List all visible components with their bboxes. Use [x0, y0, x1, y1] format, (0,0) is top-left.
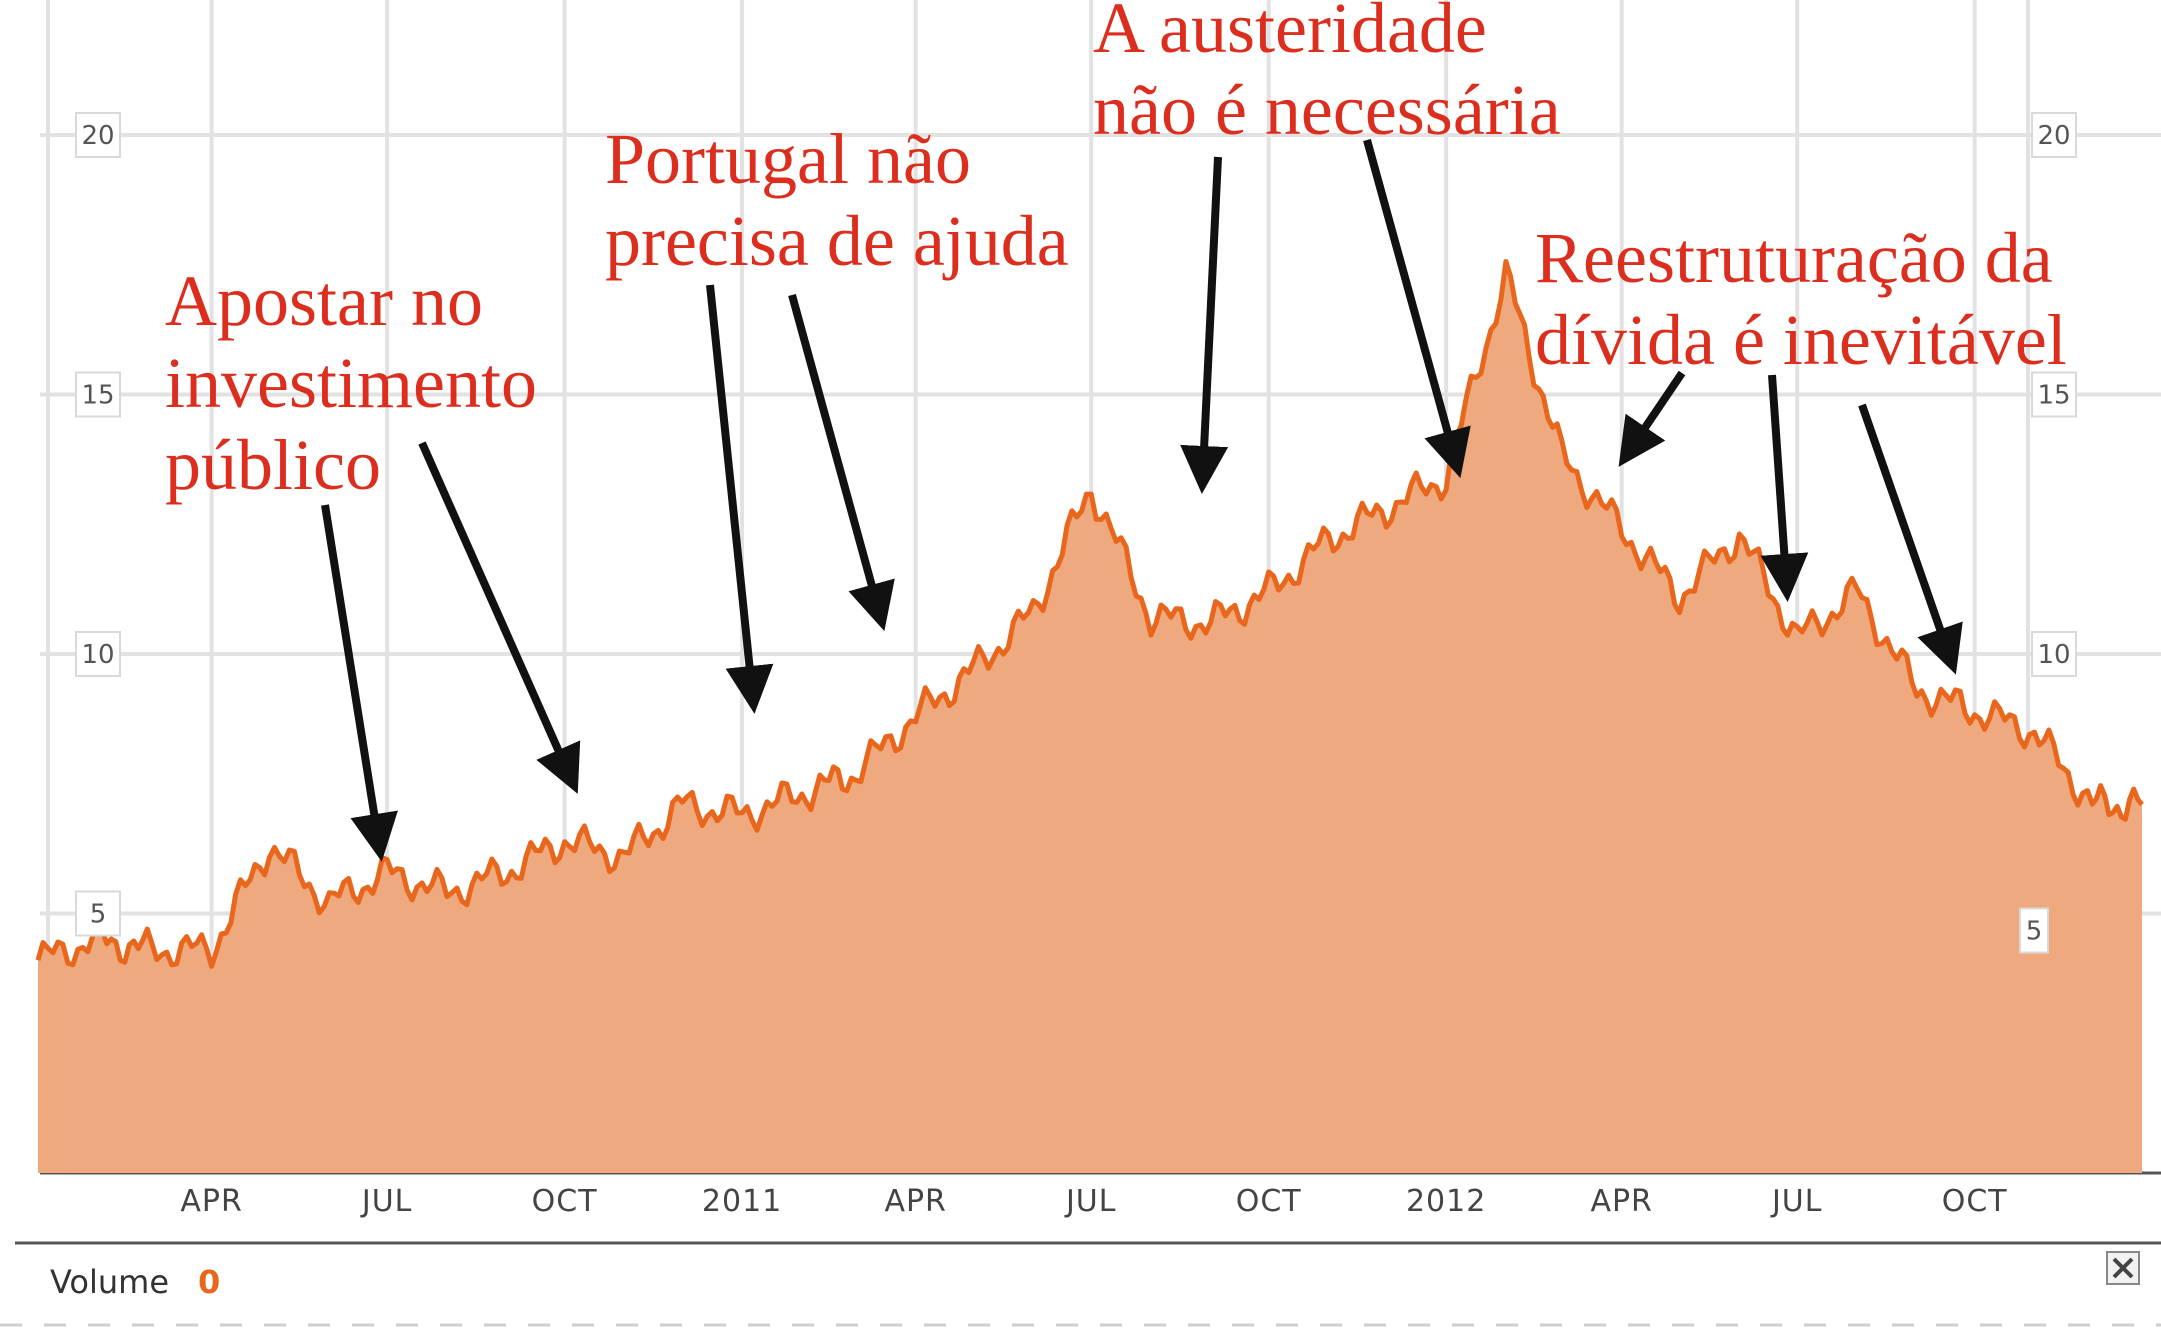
volume-value: 0	[198, 1263, 220, 1301]
annotation-text: Reestruturação da	[1535, 218, 2053, 298]
annotation-arrow	[1858, 403, 1963, 675]
annotation-arrow	[1363, 138, 1471, 479]
close-icon[interactable]	[2106, 1251, 2140, 1285]
x-tick-label: JUL	[1770, 1184, 1823, 1219]
y-tick-label-left: 15	[81, 381, 114, 411]
x-tick-label: 2011	[702, 1184, 782, 1219]
x-axis-ticks: APR JUL OCT 2011 APR JUL OCT 2012 APR JUL OCT	[180, 1184, 2008, 1219]
annotation-text: precisa de ajuda	[605, 201, 1069, 281]
y-tick-label-right: 15	[2037, 381, 2070, 411]
annotation-text: A austeridade	[1093, 0, 1487, 68]
y-tick-label-left: 10	[81, 640, 114, 670]
y-tick-label-right: 5	[2026, 917, 2043, 947]
y-tick-box-right	[2019, 907, 2049, 954]
annotation-arrow	[1760, 374, 1809, 602]
x-tick-label: 2012	[1406, 1184, 1486, 1219]
x-tick-label: OCT	[532, 1184, 598, 1219]
y-tick-box-right	[2031, 112, 2077, 158]
area-fill	[38, 261, 2142, 1173]
y-tick-box-right	[2031, 631, 2077, 677]
annotation-arrow	[418, 441, 581, 794]
y-tick-box-left	[75, 371, 121, 418]
y-tick-label-left: 20	[81, 121, 114, 151]
y-tick-label-left: 5	[90, 900, 107, 930]
y-axis-ticks: 20 20 15 15 10 10 5 5	[75, 112, 2077, 954]
y-tick-box-left	[75, 112, 121, 158]
x-tick-label: APR	[180, 1184, 242, 1219]
y-tick-box-left	[75, 631, 121, 677]
annotation-arrow	[321, 504, 398, 862]
x-tick-label: OCT	[1942, 1184, 2008, 1219]
annotation-text: não é necessária	[1093, 70, 1561, 150]
x-tick-label: APR	[1590, 1184, 1652, 1219]
y-tick-box-left	[75, 890, 121, 937]
annotation-arrow	[706, 284, 774, 714]
annotation-arrow	[1180, 156, 1229, 494]
annotation-text: público	[165, 425, 381, 505]
annotation-arrow	[1618, 370, 1686, 467]
annotation-text: investimento	[165, 343, 537, 423]
y-tick-box-right	[2031, 371, 2077, 418]
volume-panel: Volume 0	[0, 1241, 2161, 1327]
y-tick-label-right: 10	[2037, 640, 2070, 670]
volume-label: Volume	[50, 1263, 169, 1301]
annotation-text: dívida é inevitável	[1535, 300, 2067, 380]
x-tick-label: JUL	[1064, 1184, 1117, 1219]
x-tick-label: JUL	[360, 1184, 413, 1219]
y-tick-label-right: 20	[2037, 121, 2070, 151]
x-tick-label: APR	[884, 1184, 946, 1219]
annotation-text: Apostar no	[165, 261, 483, 341]
x-tick-label: OCT	[1236, 1184, 1302, 1219]
annotation-arrow	[788, 293, 895, 632]
annotation-text: Portugal não	[605, 119, 971, 199]
